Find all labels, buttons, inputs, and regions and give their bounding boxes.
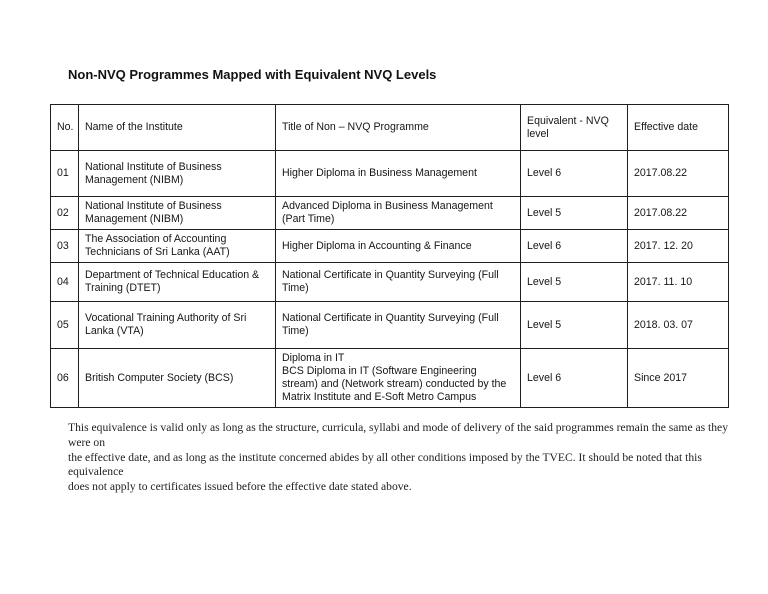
cell-date: 2017. 12. 20 bbox=[627, 229, 729, 263]
cell-institute: National Institute of Business Managemen… bbox=[78, 150, 276, 197]
cell-programme: National Certificate in Quantity Surveyi… bbox=[275, 301, 521, 349]
column-header-programme: Title of Non – NVQ Programme bbox=[275, 104, 521, 151]
cell-institute: British Computer Society (BCS) bbox=[78, 348, 276, 408]
cell-level: Level 6 bbox=[520, 229, 628, 263]
cell-programme: National Certificate in Quantity Surveyi… bbox=[275, 262, 521, 302]
cell-programme: Higher Diploma in Accounting & Finance bbox=[275, 229, 521, 263]
column-header-no: No. bbox=[50, 104, 79, 151]
cell-date: 2017. 11. 10 bbox=[627, 262, 729, 302]
table-row: 05 Vocational Training Authority of Sri … bbox=[50, 301, 729, 349]
cell-institute: National Institute of Business Managemen… bbox=[78, 196, 276, 230]
cell-no: 01 bbox=[50, 150, 79, 197]
table-row: 04 Department of Technical Education & T… bbox=[50, 262, 729, 302]
cell-date: 2017.08.22 bbox=[627, 150, 729, 197]
table-row: 01 National Institute of Business Manage… bbox=[50, 150, 729, 197]
cell-date: 2017.08.22 bbox=[627, 196, 729, 230]
document-title: Non-NVQ Programmes Mapped with Equivalen… bbox=[68, 67, 437, 82]
cell-date: 2018. 03. 07 bbox=[627, 301, 729, 349]
cell-level: Level 5 bbox=[520, 196, 628, 230]
table-row: 06 British Computer Society (BCS) Diplom… bbox=[50, 348, 729, 408]
cell-level: Level 5 bbox=[520, 301, 628, 349]
cell-level: Level 6 bbox=[520, 150, 628, 197]
cell-level: Level 5 bbox=[520, 262, 628, 302]
validity-note: This equivalence is valid only as long a… bbox=[68, 421, 729, 494]
cell-no: 06 bbox=[50, 348, 79, 408]
equivalence-table: No. Name of the Institute Title of Non –… bbox=[50, 104, 729, 408]
cell-institute: Department of Technical Education & Trai… bbox=[78, 262, 276, 302]
column-header-date: Effective date bbox=[627, 104, 729, 151]
table-header-row: No. Name of the Institute Title of Non –… bbox=[50, 104, 729, 151]
table-row: 02 National Institute of Business Manage… bbox=[50, 196, 729, 230]
cell-level: Level 6 bbox=[520, 348, 628, 408]
cell-programme: Diploma in IT BCS Diploma in IT (Softwar… bbox=[275, 348, 521, 408]
cell-no: 04 bbox=[50, 262, 79, 302]
cell-institute: Vocational Training Authority of Sri Lan… bbox=[78, 301, 276, 349]
column-header-institute: Name of the Institute bbox=[78, 104, 276, 151]
cell-institute: The Association of Accounting Technician… bbox=[78, 229, 276, 263]
cell-no: 02 bbox=[50, 196, 79, 230]
cell-date: Since 2017 bbox=[627, 348, 729, 408]
table-row: 03 The Association of Accounting Technic… bbox=[50, 229, 729, 263]
cell-programme: Advanced Diploma in Business Management … bbox=[275, 196, 521, 230]
cell-no: 05 bbox=[50, 301, 79, 349]
cell-programme: Higher Diploma in Business Management bbox=[275, 150, 521, 197]
cell-no: 03 bbox=[50, 229, 79, 263]
column-header-level: Equivalent - NVQ level bbox=[520, 104, 628, 151]
